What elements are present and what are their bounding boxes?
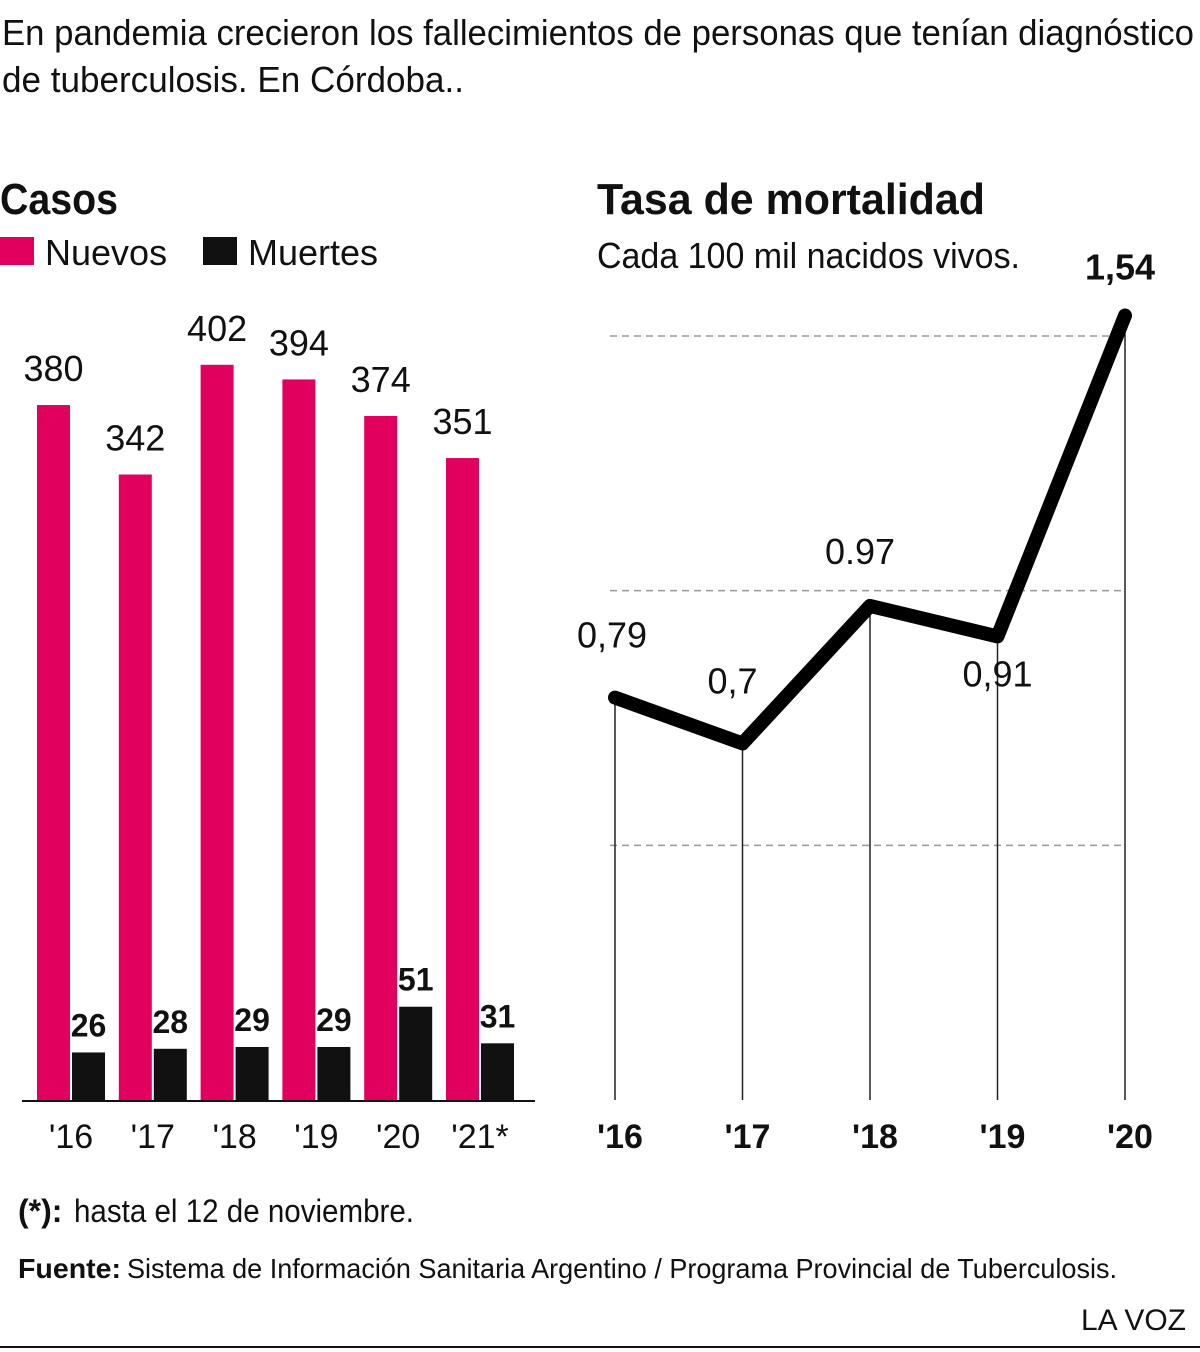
bar [317,1046,351,1100]
bar [481,1043,514,1100]
legend-label: Nuevos [45,232,167,273]
bar [118,474,152,1100]
bar [235,1046,269,1100]
chart-title: Casos [0,175,118,224]
bar [364,415,398,1100]
bar [153,1048,187,1100]
bar [200,364,234,1101]
value-label: 51 [398,962,434,998]
title-line: En pandemia crecieron los fallecimientos… [2,12,1194,53]
title-line: de tuberculosis. En Córdoba.. [2,59,464,100]
x-tick-label: '18 [212,1118,256,1156]
value-label: 402 [187,308,247,349]
value-label: 0.97 [825,531,895,572]
source: Sistema de Información Sanitaria Argenti… [127,1253,1117,1284]
legend-swatch [0,237,34,265]
bar [282,379,316,1100]
x-tick-label: '19 [980,1118,1026,1156]
legend-swatch [203,237,237,265]
value-label: 1,54 [1085,247,1155,288]
x-tick-label: '20 [1107,1118,1153,1156]
value-label: 0,79 [577,615,647,656]
line [608,308,1132,751]
x-tick-label: '20 [376,1118,420,1156]
brand: LA VOZ [1081,1304,1186,1337]
note-label: (*): [18,1193,62,1229]
x-tick-label: '16 [597,1118,643,1156]
note: hasta el 12 de noviembre. [74,1193,414,1229]
source-label: Fuente: [18,1253,121,1284]
value-label: 380 [23,348,83,389]
bar [446,458,479,1100]
bar [37,405,70,1100]
x-tick-label: '18 [852,1118,898,1156]
x-tick-label: '21* [451,1118,509,1156]
value-label: 26 [71,1007,107,1043]
value-label: 0,7 [707,660,757,701]
legend-label: Muertes [248,232,378,273]
bar [72,1052,105,1100]
x-tick-label: '17 [131,1118,175,1156]
value-label: 374 [351,359,411,400]
value-label: 28 [153,1004,189,1040]
value-label: 394 [269,322,329,363]
x-tick-label: '19 [294,1118,338,1156]
value-label: 0,91 [962,653,1032,694]
value-label: 29 [316,1002,352,1038]
bar [399,1006,433,1100]
chart-title: Tasa de mortalidad [597,175,985,224]
value-label: 31 [480,998,516,1034]
x-tick-label: '16 [49,1118,93,1156]
value-label: 342 [105,418,165,459]
chart-subtitle: Cada 100 mil nacidos vivos. [597,235,1020,276]
value-label: 29 [234,1002,270,1038]
value-label: 351 [432,401,492,442]
x-tick-label: '17 [725,1118,771,1156]
